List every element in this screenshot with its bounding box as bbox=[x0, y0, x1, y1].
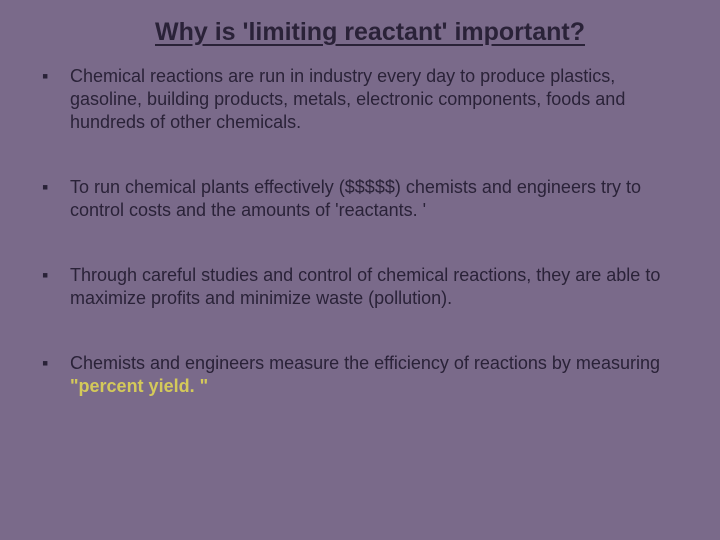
bullet-text-prefix: Chemists and engineers measure the effic… bbox=[70, 353, 660, 373]
slide-title: Why is 'limiting reactant' important? bbox=[62, 18, 678, 47]
bullet-item: Chemical reactions are run in industry e… bbox=[42, 65, 678, 134]
slide-container: Why is 'limiting reactant' important? Ch… bbox=[0, 0, 720, 540]
highlight-text: "percent yield. " bbox=[70, 376, 208, 396]
bullet-list: Chemical reactions are run in industry e… bbox=[42, 65, 678, 398]
bullet-item: Through careful studies and control of c… bbox=[42, 264, 678, 310]
bullet-item: Chemists and engineers measure the effic… bbox=[42, 352, 678, 398]
bullet-item: To run chemical plants effectively ($$$$… bbox=[42, 176, 678, 222]
